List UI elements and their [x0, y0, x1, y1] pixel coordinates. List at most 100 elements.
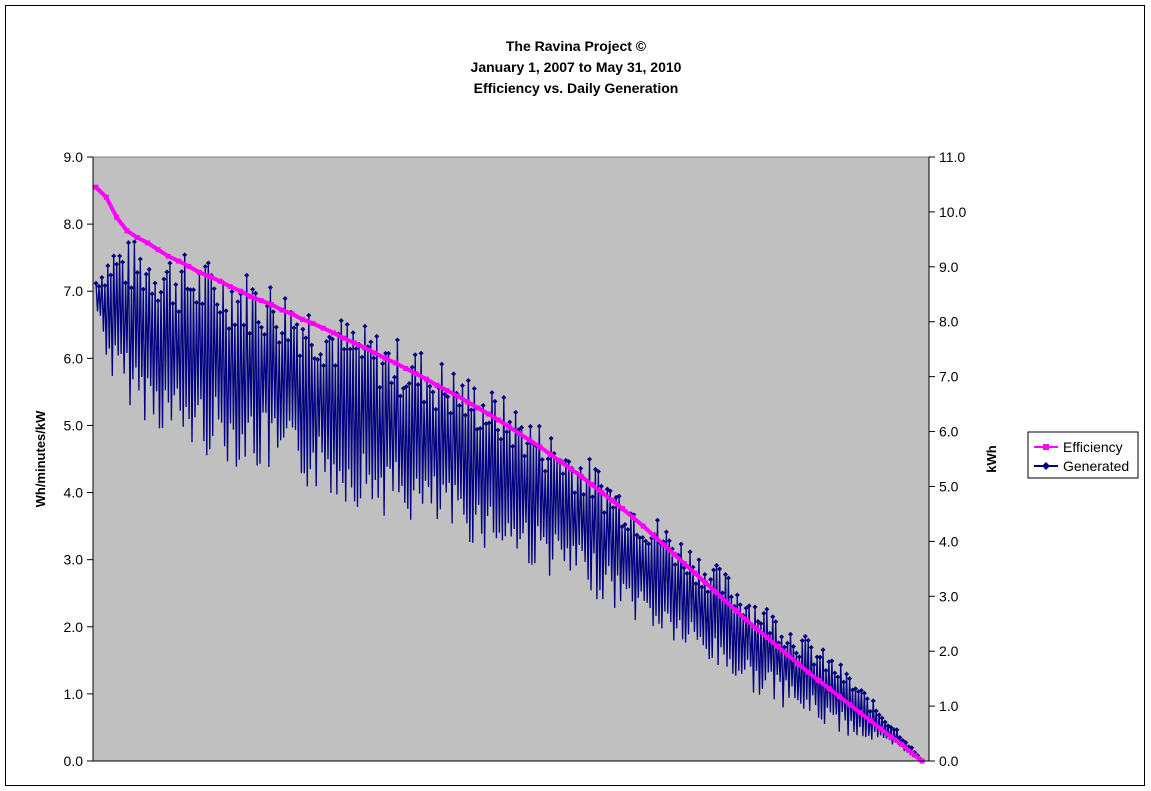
generated-point — [445, 394, 451, 400]
generated-point — [737, 602, 743, 608]
generated-point — [421, 399, 427, 405]
efficiency-point — [713, 589, 718, 595]
generated-point — [430, 389, 436, 395]
generated-point — [462, 412, 468, 418]
generated-point — [489, 390, 495, 396]
generated-point — [211, 286, 217, 292]
efficiency-point — [444, 388, 450, 394]
efficiency-point — [805, 669, 811, 675]
generated-point — [782, 644, 788, 650]
generated-point — [291, 325, 297, 331]
efficiency-point — [795, 661, 801, 667]
efficiency-point — [269, 302, 275, 308]
generated-point — [294, 322, 300, 328]
generated-point — [465, 378, 471, 384]
efficiency-point — [289, 311, 295, 317]
efficiency-point — [516, 430, 522, 436]
generated-point — [241, 322, 247, 328]
efficiency-point — [176, 258, 182, 264]
generated-point — [418, 350, 424, 356]
generated-point — [708, 577, 714, 583]
generated-point — [793, 650, 799, 656]
efficiency-point — [836, 694, 842, 700]
generated-point — [785, 640, 791, 646]
generated-point — [722, 571, 728, 577]
efficiency-point — [857, 710, 863, 716]
efficiency-point — [589, 482, 595, 488]
generated-point — [619, 524, 625, 530]
generated-point — [752, 604, 758, 610]
y-tick-label: 1.0 — [64, 686, 84, 702]
efficiency-point — [702, 579, 708, 585]
generated-point — [347, 346, 353, 352]
generated-point — [353, 346, 359, 352]
generated-point — [451, 371, 457, 377]
generated-point — [226, 326, 232, 332]
generated-point — [646, 541, 652, 547]
generated-point — [102, 283, 108, 289]
efficiency-point — [475, 405, 481, 411]
efficiency-point — [434, 382, 440, 388]
generated-point — [587, 456, 593, 462]
efficiency-point — [898, 741, 904, 747]
efficiency-point — [186, 263, 192, 269]
generated-point — [412, 352, 418, 358]
generated-point — [755, 619, 761, 625]
generated-point — [773, 619, 779, 625]
generated-point — [362, 323, 368, 329]
efficiency-point — [723, 598, 729, 604]
generated-point — [746, 603, 752, 609]
generated-point — [406, 381, 412, 387]
generated-point — [510, 443, 516, 449]
generated-point — [276, 340, 282, 346]
efficiency-point — [888, 734, 894, 740]
generated-point — [622, 521, 628, 527]
y-tick-label: 6.0 — [64, 350, 84, 366]
generated-point — [383, 350, 389, 356]
generated-point — [167, 260, 173, 266]
y2-tick-label: 10.0 — [939, 204, 966, 220]
generated-point — [808, 644, 814, 650]
y2-tick-label: 11.0 — [939, 149, 965, 165]
generated-point — [790, 644, 796, 650]
efficiency-point — [826, 686, 832, 692]
generated-point — [728, 594, 734, 600]
efficiency-point — [93, 184, 99, 190]
generated-line — [95, 241, 923, 762]
y-tick-label: 5.0 — [64, 417, 84, 433]
generated-point — [374, 333, 380, 339]
generated-point — [501, 395, 507, 401]
y-tick-label: 3.0 — [64, 552, 84, 568]
generated-point — [643, 538, 649, 544]
generated-point — [389, 380, 395, 386]
generated-point — [99, 274, 105, 280]
generated-point — [371, 355, 377, 361]
generated-point — [861, 690, 867, 696]
generated-point — [321, 363, 327, 369]
generated-point — [900, 737, 906, 743]
generated-point — [536, 423, 542, 429]
generated-point — [179, 269, 185, 275]
generated-point — [120, 259, 126, 265]
generated-point — [545, 456, 551, 462]
generated-point — [338, 318, 344, 324]
efficiency-point — [733, 608, 739, 614]
generated-point — [448, 410, 454, 416]
generated-point — [634, 532, 640, 538]
efficiency-point — [124, 228, 130, 234]
y2-tick-label: 3.0 — [939, 588, 959, 604]
generated-point — [672, 562, 678, 568]
generated-point — [247, 330, 253, 336]
legend-efficiency-label: Efficiency — [1063, 439, 1123, 455]
y2-tick-label: 6.0 — [939, 424, 959, 440]
generated-point — [779, 634, 785, 640]
generated-point — [253, 290, 259, 296]
generated-point — [409, 364, 415, 370]
generated-point — [359, 354, 365, 360]
generated-point — [480, 402, 486, 408]
efficiency-point — [320, 325, 326, 331]
y-tick-label: 0.0 — [64, 753, 84, 769]
y-axis-title: Wh/minutes/kW — [33, 410, 48, 508]
efficiency-point — [537, 444, 543, 450]
generated-point — [176, 309, 182, 315]
